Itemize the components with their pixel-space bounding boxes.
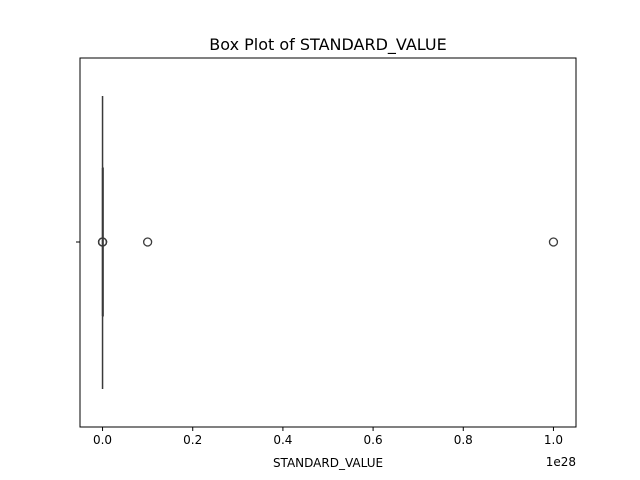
- outlier-point: [142, 237, 153, 247]
- outlier-point: [97, 237, 108, 247]
- x-axis-offset-label: 1e28: [546, 455, 576, 469]
- x-tick-label: 0.4: [273, 433, 292, 447]
- x-tick-label: 0.6: [364, 433, 383, 447]
- chart-title: Box Plot of STANDARD_VALUE: [209, 35, 446, 55]
- x-tick-label: 0.2: [183, 433, 202, 447]
- x-axis-label: STANDARD_VALUE: [273, 456, 383, 470]
- x-tick-label: 0.8: [454, 433, 473, 447]
- x-tick-label: 0.0: [93, 433, 112, 447]
- plot-area: 0.0 0.2 0.4 0.6 0.8 1.0: [76, 57, 577, 447]
- x-tick-label: 1.0: [544, 433, 563, 447]
- outlier-point: [548, 237, 559, 247]
